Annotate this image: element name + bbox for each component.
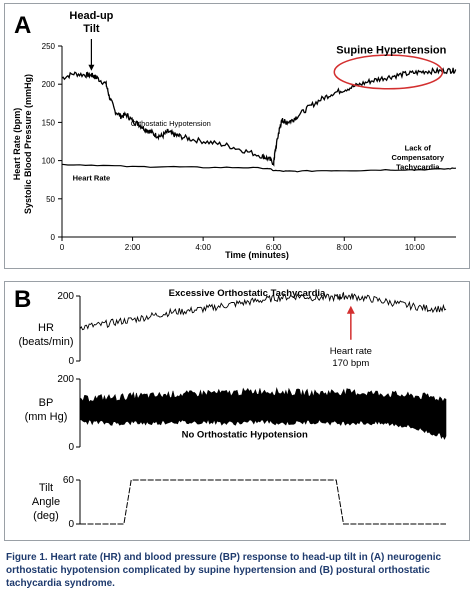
heart-rate-line bbox=[61, 163, 457, 173]
panel-a-y-tick-label: 50 bbox=[46, 195, 55, 204]
hr-y-tick-label: 0 bbox=[68, 356, 74, 367]
panel-a-annotation-text: Tilt bbox=[83, 23, 100, 35]
panel-a-annotation-text: Orthostatic Hypotension bbox=[131, 119, 211, 128]
panel-a-series bbox=[61, 66, 457, 173]
supine-hypertension-ellipse bbox=[333, 54, 444, 90]
tilt-trace bbox=[80, 479, 446, 525]
panel-a-y-tick-label: 250 bbox=[42, 42, 56, 51]
panel-a-x-tick-label: 4:00 bbox=[195, 243, 211, 252]
figure-caption: Figure 1. Heart rate (HR) and blood pres… bbox=[6, 551, 468, 590]
sbp-line bbox=[61, 66, 457, 167]
bp-ylabel: BP (mm Hg) bbox=[25, 397, 68, 423]
tilt-ylabel: Tilt Angle (deg) bbox=[32, 482, 60, 522]
panel-a-annotation-text: Tachycardia bbox=[396, 163, 440, 172]
caption-label: Figure 1. bbox=[6, 552, 48, 563]
panel-b-title: Excessive Orthostatic Tachycardia bbox=[169, 288, 326, 299]
bp-band bbox=[79, 386, 447, 440]
panel-a-x-tick-label: 0 bbox=[60, 243, 65, 252]
panel-a-y-tick-label: 200 bbox=[42, 80, 56, 89]
panel-a-annotation-text: Heart Rate bbox=[73, 173, 111, 182]
head-up-tilt-arrow-head bbox=[88, 64, 95, 71]
panel-b-series bbox=[79, 291, 447, 525]
panel-a-x-tick-label: 10:00 bbox=[405, 243, 426, 252]
panel-a-axes: 0 50 100 150 200 250 0 2:00 4:00 6:00 8:00 10:00 bbox=[42, 42, 456, 252]
hr-ylabel-line-1: HR bbox=[38, 322, 54, 334]
bp-ylabel-line-1: BP bbox=[39, 397, 54, 409]
panel-a-frame bbox=[4, 3, 470, 269]
bp-y-tick-label: 0 bbox=[68, 442, 74, 453]
panel-a-y-tick-label: 100 bbox=[42, 157, 56, 166]
bp-y-tick-label: 200 bbox=[57, 374, 74, 385]
panel-a-x-tick-label: 8:00 bbox=[336, 243, 352, 252]
panel-a-y-tick-label: 150 bbox=[42, 118, 56, 127]
panel-a-ylabel-line-2: Systolic Blood Pressure (mmHg) bbox=[23, 74, 33, 214]
tilt-ylabel-line-2: Angle bbox=[32, 496, 60, 508]
hr-trace bbox=[79, 291, 447, 331]
tilt-y-tick-label: 0 bbox=[68, 519, 74, 530]
panel-a-y-tick-label: 0 bbox=[51, 233, 56, 242]
panel-a-annotation-text: Lack of bbox=[405, 144, 432, 153]
no-orthostatic-hypotension-label: No Orthostatic Hypotension bbox=[182, 429, 308, 440]
panel-a-xlabel: Time (minutes) bbox=[225, 250, 289, 260]
panel-a-x-tick-label: 2:00 bbox=[125, 243, 141, 252]
panel-a-annotation-text: Compensatory bbox=[392, 153, 445, 162]
panel-a-ylabel: Heart Rate (bpm) Systolic Blood Pressure… bbox=[12, 74, 33, 214]
panel-b-chart: B Excessive Orthostatic Tachycardia HR (… bbox=[14, 286, 447, 530]
hr-ylabel-line-2: (beats/min) bbox=[18, 336, 73, 348]
panel-a-letter: A bbox=[14, 12, 31, 39]
heart-rate-annotation-text: 170 bpm bbox=[332, 358, 369, 369]
panel-a-x-tick-label: 6:00 bbox=[266, 243, 282, 252]
tilt-ylabel-line-3: (deg) bbox=[33, 510, 59, 522]
panel-a-ylabel-line-1: Heart Rate (bpm) bbox=[12, 108, 22, 181]
panel-a-annotation-text: Supine Hypertension bbox=[336, 45, 446, 57]
hr-ylabel: HR (beats/min) bbox=[18, 322, 73, 348]
panel-b-axes: 0 200 0 200 0 60 bbox=[57, 291, 81, 530]
bp-ylabel-line-2: (mm Hg) bbox=[25, 411, 68, 423]
hr-y-tick-label: 200 bbox=[57, 291, 74, 302]
panel-a-annotation-text: Head-up bbox=[69, 10, 113, 22]
heart-rate-annotation-text: Heart rate bbox=[330, 346, 372, 357]
tilt-ylabel-line-1: Tilt bbox=[39, 482, 53, 494]
heart-rate-arrow-head bbox=[346, 305, 355, 314]
tilt-y-tick-label: 60 bbox=[63, 475, 75, 486]
panel-b-letter: B bbox=[14, 286, 31, 313]
caption-text: Heart rate (HR) and blood pressure (BP) … bbox=[6, 552, 442, 589]
panel-a-chart: A Heart Rate (bpm) Systolic Blood Pressu… bbox=[12, 10, 457, 260]
